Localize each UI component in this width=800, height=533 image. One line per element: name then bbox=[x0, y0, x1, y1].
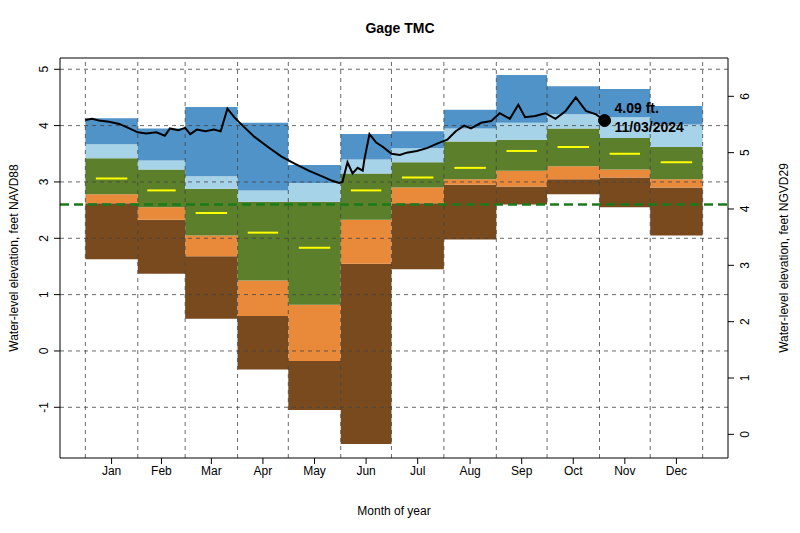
svg-text:Nov: Nov bbox=[614, 464, 635, 478]
svg-text:Jan: Jan bbox=[102, 464, 121, 478]
svg-text:11/03/2024: 11/03/2024 bbox=[615, 119, 685, 135]
html-text:Gage TMC: Gage TMC bbox=[365, 20, 435, 36]
svg-text:Water-level elevation, feet NA: Water-level elevation, feet NAVD88 bbox=[8, 164, 21, 352]
svg-text:Jun: Jun bbox=[356, 464, 375, 478]
svg-text:Water-level elevation, feet NG: Water-level elevation, feet NGVD29 bbox=[777, 163, 791, 353]
svg-text:Month of year: Month of year bbox=[357, 504, 430, 518]
svg-text:Oct: Oct bbox=[564, 464, 583, 478]
svg-text:Feb: Feb bbox=[151, 464, 172, 478]
svg-text:0: 0 bbox=[37, 347, 51, 354]
svg-text:0: 0 bbox=[738, 431, 752, 438]
svg-text:-1: -1 bbox=[37, 402, 51, 413]
svg-text:4.09 ft.: 4.09 ft. bbox=[615, 100, 659, 116]
svg-text:4: 4 bbox=[37, 122, 51, 129]
svg-text:4: 4 bbox=[738, 205, 752, 212]
svg-text:3: 3 bbox=[738, 262, 752, 269]
svg-text:5: 5 bbox=[738, 149, 752, 156]
svg-text:3: 3 bbox=[37, 178, 51, 185]
svg-text:Jul: Jul bbox=[410, 464, 425, 478]
svg-text:6: 6 bbox=[738, 93, 752, 100]
svg-text:2: 2 bbox=[37, 235, 51, 242]
svg-text:2: 2 bbox=[738, 318, 752, 325]
svg-text:5: 5 bbox=[37, 66, 51, 73]
svg-text:Dec: Dec bbox=[666, 464, 687, 478]
svg-text:Mar: Mar bbox=[201, 464, 222, 478]
svg-text:May: May bbox=[303, 464, 326, 478]
svg-text:Sep: Sep bbox=[511, 464, 533, 478]
svg-text:1: 1 bbox=[738, 374, 752, 381]
svg-text:Apr: Apr bbox=[254, 464, 273, 478]
svg-text:1: 1 bbox=[37, 291, 51, 298]
svg-text:Aug: Aug bbox=[459, 464, 480, 478]
